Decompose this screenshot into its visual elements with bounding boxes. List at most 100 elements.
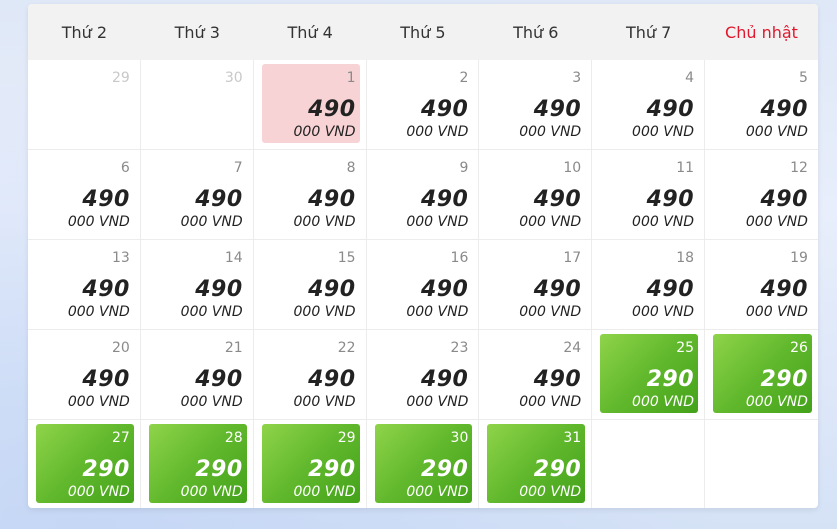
fare-price: 290 [82, 457, 130, 482]
day-cell-box[interactable]: 26 290 000 VND [713, 334, 812, 413]
fare-price: 290 [760, 367, 808, 392]
fare-price: 490 [195, 367, 243, 392]
day-cell-box[interactable]: 28 290 000 VND [148, 424, 247, 503]
day-cell[interactable]: 10 490 000 VND [479, 150, 593, 240]
day-cell[interactable]: 18 490 000 VND [592, 240, 706, 330]
day-number: 5 [798, 70, 808, 86]
day-cell-box[interactable]: 31 290 000 VND [487, 424, 586, 503]
day-cell[interactable]: 3 490 000 VND [479, 60, 593, 150]
day-cell[interactable]: 25 290 000 VND [592, 330, 706, 420]
fare-price: 490 [420, 277, 469, 302]
day-cell[interactable]: 12 490 000 VND [705, 150, 818, 240]
day-cell[interactable]: 9 490 000 VND [366, 150, 480, 240]
day-cell[interactable]: 8 490 000 VND [253, 150, 367, 240]
fare-price: 490 [646, 187, 695, 212]
day-cell-box[interactable]: 12 490 000 VND [713, 154, 812, 233]
day-cell[interactable]: 31 290 000 VND [479, 420, 593, 508]
day-cell-box[interactable]: 3 490 000 VND [487, 64, 585, 143]
day-cell[interactable]: 15 490 000 VND [253, 240, 367, 330]
weekday-wednesday: Thứ 4 [287, 22, 333, 42]
fare-price: 290 [195, 457, 243, 482]
day-cell-box[interactable]: 6 490 000 VND [36, 154, 134, 233]
fare-currency: 000 VND [180, 484, 243, 500]
day-cell-box[interactable]: 19 490 000 VND [713, 244, 812, 323]
day-cell[interactable]: 20 490 000 VND [28, 330, 141, 420]
day-cell-box[interactable]: 16 490 000 VND [375, 244, 473, 323]
day-cell-box[interactable]: 11 490 000 VND [600, 154, 698, 233]
day-cell-box[interactable]: 4 490 000 VND [600, 64, 698, 143]
day-cell-box[interactable]: 21 490 000 VND [149, 334, 247, 413]
day-cell[interactable]: 17 490 000 VND [479, 240, 593, 330]
day-cell-box[interactable]: 22 490 000 VND [262, 334, 360, 413]
day-cell-box: 29 [36, 64, 134, 143]
day-cell-box[interactable]: 1 490 000 VND [261, 64, 360, 143]
day-cell[interactable]: 28 290 000 VND [141, 420, 254, 508]
fare-currency: 000 VND [180, 214, 243, 230]
weekday-header: Thứ 2 Thứ 3 Thứ 4 Thứ 5 Thứ 6 Thứ 7 Chủ … [28, 4, 818, 60]
day-cell-box[interactable]: 18 490 000 VND [600, 244, 698, 323]
fare-price: 490 [82, 277, 130, 302]
day-cell-box[interactable]: 10 490 000 VND [487, 154, 585, 233]
day-cell-box[interactable]: 30 290 000 VND [374, 424, 473, 503]
day-cell[interactable]: 29 290 000 VND [254, 420, 367, 508]
day-number: 7 [233, 160, 243, 176]
day-cell-box[interactable]: 27 290 000 VND [36, 424, 134, 503]
day-cell[interactable]: 4 490 000 VND [592, 60, 706, 150]
fare-currency: 000 VND [293, 304, 356, 320]
day-cell: 29 [28, 60, 141, 150]
day-cell[interactable]: 27 290 000 VND [28, 420, 141, 508]
day-cell[interactable]: 16 490 000 VND [366, 240, 480, 330]
day-cell-box[interactable]: 29 290 000 VND [261, 424, 360, 503]
day-cell[interactable]: 7 490 000 VND [140, 150, 254, 240]
fare-currency: 000 VND [180, 304, 243, 320]
day-cell-box[interactable]: 5 490 000 VND [713, 64, 812, 143]
day-cell[interactable]: 19 490 000 VND [705, 240, 818, 330]
day-cell-box[interactable]: 23 490 000 VND [375, 334, 473, 413]
day-cell[interactable]: 14 490 000 VND [140, 240, 254, 330]
day-cell[interactable]: 2 490 000 VND [366, 60, 480, 150]
day-number: 16 [450, 250, 469, 266]
day-number: 2 [459, 70, 469, 86]
day-cell-box: 30 [149, 64, 247, 143]
fare-price: 490 [760, 187, 808, 212]
day-cell[interactable]: 6 490 000 VND [28, 150, 141, 240]
fare-currency: 000 VND [745, 214, 808, 230]
fare-currency: 000 VND [293, 484, 356, 500]
day-cell-box[interactable]: 14 490 000 VND [149, 244, 247, 323]
weekday-thursday: Thứ 5 [400, 22, 446, 42]
fare-currency: 000 VND [519, 304, 582, 320]
day-cell[interactable]: 21 490 000 VND [140, 330, 254, 420]
day-cell[interactable]: 13 490 000 VND [28, 240, 141, 330]
fare-price: 490 [420, 367, 469, 392]
day-cell[interactable]: 22 490 000 VND [253, 330, 367, 420]
day-cell[interactable]: 24 490 000 VND [479, 330, 593, 420]
day-cell[interactable]: 5 490 000 VND [705, 60, 818, 150]
day-cell-box[interactable]: 8 490 000 VND [262, 154, 360, 233]
fare-price: 290 [646, 367, 695, 392]
fare-price: 290 [420, 457, 469, 482]
fare-price: 490 [760, 277, 808, 302]
day-number: 12 [790, 160, 808, 176]
weekday-tuesday: Thứ 3 [174, 22, 220, 42]
fare-price: 490 [308, 367, 356, 392]
day-cell[interactable]: 11 490 000 VND [592, 150, 706, 240]
day-number: 22 [337, 340, 356, 356]
fare-currency: 000 VND [406, 304, 469, 320]
weekday-monday: Thứ 2 [61, 22, 108, 42]
day-cell-box[interactable]: 9 490 000 VND [375, 154, 473, 233]
day-cell-box[interactable]: 15 490 000 VND [262, 244, 360, 323]
day-cell-box[interactable]: 25 290 000 VND [600, 334, 699, 413]
fare-price: 490 [420, 97, 469, 122]
fare-currency: 000 VND [406, 214, 469, 230]
day-cell-box[interactable]: 24 490 000 VND [487, 334, 585, 413]
day-cell[interactable]: 1 490 000 VND [253, 60, 367, 150]
fare-price: 490 [420, 187, 469, 212]
day-cell-box[interactable]: 13 490 000 VND [36, 244, 134, 323]
day-cell-box[interactable]: 17 490 000 VND [487, 244, 585, 323]
day-cell[interactable]: 26 290 000 VND [705, 330, 818, 420]
day-cell[interactable]: 23 490 000 VND [366, 330, 480, 420]
day-cell[interactable]: 30 290 000 VND [367, 420, 480, 508]
day-cell-box[interactable]: 20 490 000 VND [36, 334, 134, 413]
day-cell-box[interactable]: 7 490 000 VND [149, 154, 247, 233]
day-cell-box[interactable]: 2 490 000 VND [375, 64, 473, 143]
